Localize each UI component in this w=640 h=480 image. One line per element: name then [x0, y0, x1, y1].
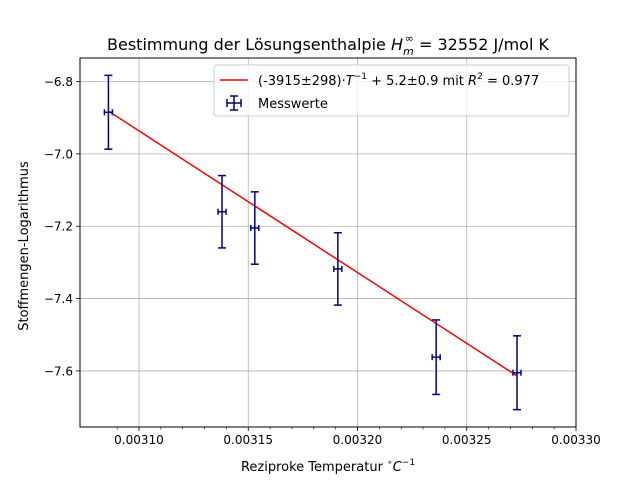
- x-tick-label: 0.00315: [223, 433, 273, 447]
- data-point: [431, 319, 441, 396]
- data-point: [333, 231, 343, 306]
- y-tick-label: −7.4: [44, 292, 73, 306]
- data-point: [217, 174, 227, 249]
- x-tick-label: 0.00310: [114, 433, 164, 447]
- legend-measure-label: Messwerte: [258, 97, 328, 112]
- legend-box: [213, 64, 570, 117]
- legend: (-3915±298)·T−1 + 5.2±0.9 mit R2 = 0.977…: [213, 64, 570, 117]
- xlabel-degree: ∘: [387, 458, 393, 468]
- y-tick-label: −7.0: [44, 147, 73, 161]
- data-point: [250, 191, 260, 265]
- data-point: [103, 74, 114, 150]
- fit-line: [107, 110, 518, 377]
- x-axis-label: Reziproke Temperatur ∘C−1: [241, 458, 415, 475]
- xlabel-unit-exp: −1: [402, 458, 415, 468]
- title-prefix: Bestimmung der Lösungsenthalpie: [107, 35, 391, 54]
- legend-measure-swatch: [226, 95, 242, 111]
- y-axis: −7.6 −7.4 −7.2 −7.0 −6.8: [44, 75, 80, 378]
- title-var: H: [391, 35, 403, 54]
- title-sub: m: [403, 45, 414, 58]
- xlabel-unit: C: [393, 460, 403, 475]
- chart-title: Bestimmung der Lösungsenthalpie Hm∞ = 32…: [107, 32, 549, 58]
- y-tick-label: −6.8: [44, 75, 73, 89]
- plot-area: [103, 74, 522, 411]
- legend-fit-label: (-3915±298)·T−1 + 5.2±0.9 mit R2 = 0.977: [258, 72, 539, 89]
- x-tick-label: 0.00325: [442, 433, 492, 447]
- y-tick-label: −7.2: [44, 220, 73, 234]
- x-axis: 0.00310 0.00315 0.00320 0.00325 0.00330: [114, 427, 601, 447]
- y-axis-label: Stoffmengen-Logarithmus: [17, 161, 32, 331]
- axes-frame: [79, 57, 577, 428]
- data-point: [512, 335, 522, 411]
- y-tick-label: −7.6: [44, 364, 73, 378]
- title-sup: ∞: [405, 32, 414, 45]
- xlabel-prefix: Reziproke Temperatur: [241, 460, 387, 475]
- x-tick-label: 0.00330: [551, 433, 601, 447]
- x-tick-label: 0.00320: [333, 433, 383, 447]
- title-suffix: = 32552 J/mol K: [414, 35, 550, 54]
